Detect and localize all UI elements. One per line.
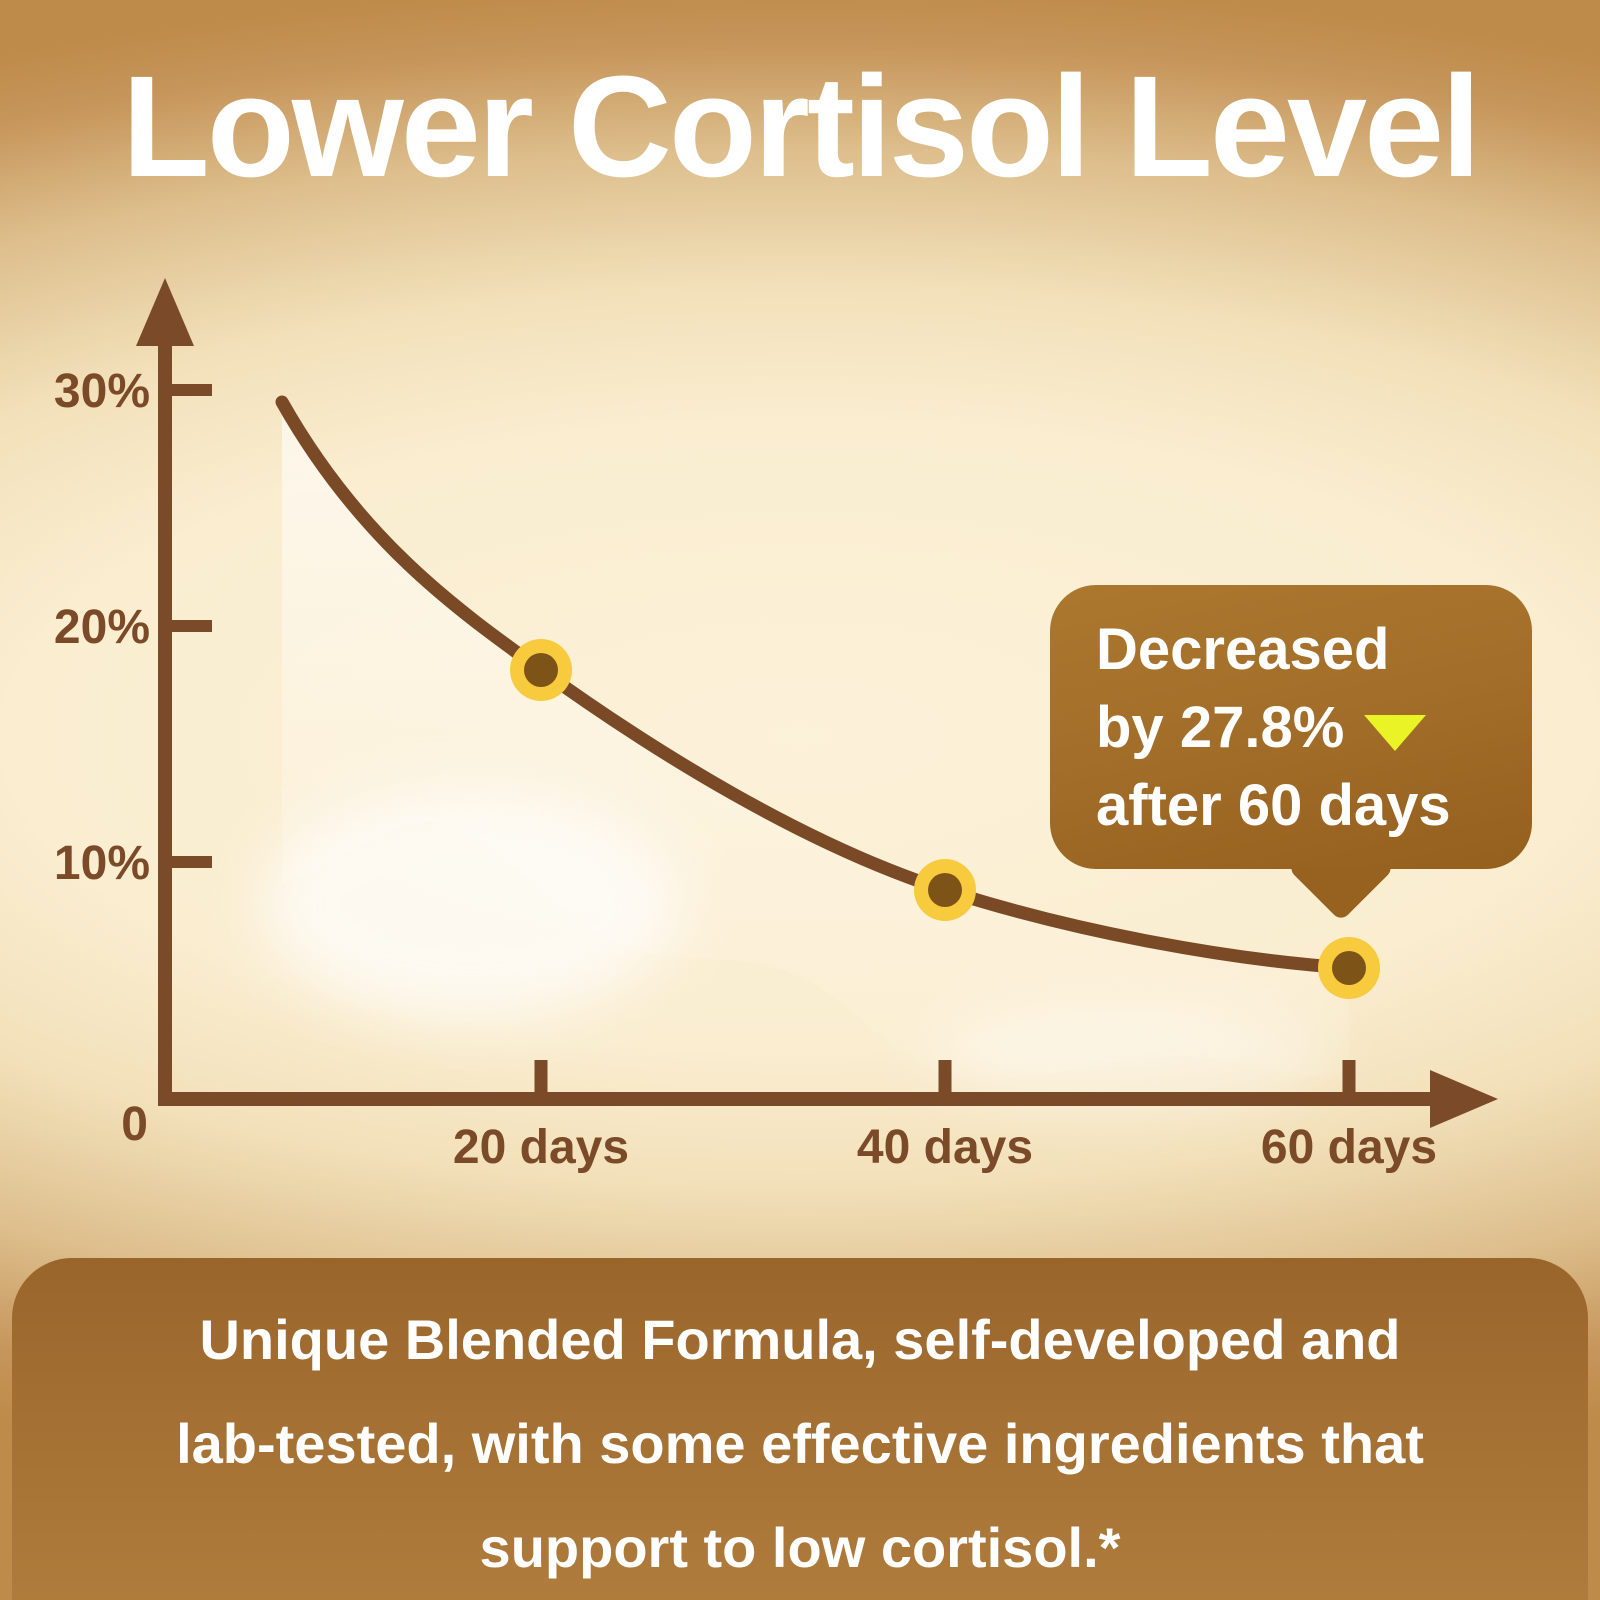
cortisol-curve bbox=[275, 395, 1356, 975]
origin-label: 0 bbox=[121, 1098, 148, 1151]
data-point-60-days bbox=[1318, 937, 1380, 999]
decrease-value: 27.8% bbox=[1179, 695, 1345, 760]
footer-text-line-3: support to low cortisol.* bbox=[479, 1516, 1121, 1579]
highlight-blob-right bbox=[930, 1000, 1330, 1110]
footer-text-line-2: lab-tested, with some effective ingredie… bbox=[176, 1412, 1424, 1475]
callout-line-2: by 27.8% bbox=[1096, 689, 1532, 767]
y-tick-label-30: 30% bbox=[54, 365, 150, 418]
decrease-triangle-icon bbox=[1364, 715, 1427, 751]
y-tick-label-10: 10% bbox=[54, 837, 150, 890]
data-point-40-days bbox=[914, 859, 976, 921]
x-axis-arrowhead bbox=[1430, 1070, 1498, 1128]
x-tick-label-60-days: 60 days bbox=[1261, 1121, 1437, 1174]
x-tick-label-40-days: 40 days bbox=[857, 1121, 1033, 1174]
footer-text-line-1: Unique Blended Formula, self-developed a… bbox=[199, 1308, 1401, 1371]
data-point-20-days bbox=[510, 639, 572, 701]
y-tick-label-20: 20% bbox=[54, 601, 150, 654]
y-axis-arrowhead bbox=[136, 278, 194, 346]
highlight-blob-left bbox=[260, 790, 680, 1020]
footer-note-panel: Unique Blended Formula, self-developed a… bbox=[12, 1258, 1588, 1600]
page-title: Lower Cortisol Level bbox=[121, 46, 1481, 207]
decrease-callout: Decreased by 27.8% after 60 days bbox=[1050, 585, 1532, 869]
x-tick-label-20-days: 20 days bbox=[453, 1121, 629, 1174]
callout-line-1: Decreased bbox=[1096, 617, 1390, 682]
callout-line-3: after 60 days bbox=[1096, 773, 1451, 838]
